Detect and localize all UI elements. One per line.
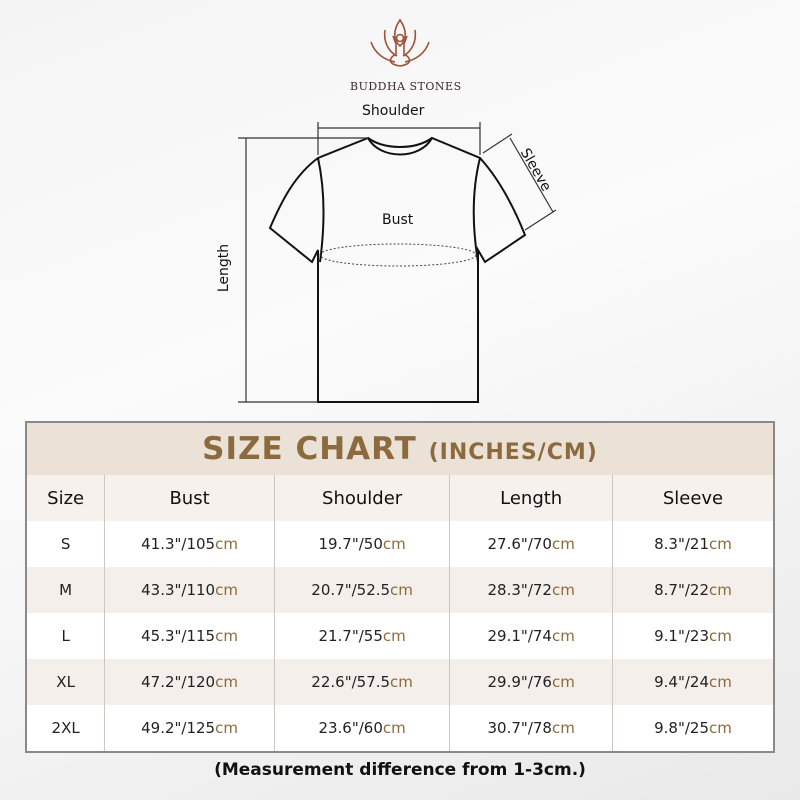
title-text: SIZE CHART xyxy=(202,431,417,467)
measurement-cell: 9.8"/25cm xyxy=(611,705,774,752)
unit: cm xyxy=(551,627,575,645)
brand-name: BUDDHA STONES xyxy=(350,80,462,93)
table-row: M 43.3"/110cm 20.7"/52.5cm 28.3"/72cm 8.7"/2… xyxy=(26,567,774,613)
unit: cm xyxy=(551,673,575,691)
measurement-cell: 21.7"/55cm xyxy=(273,613,450,659)
value: 45.3"/115 xyxy=(141,627,216,645)
column-header: Bust xyxy=(104,475,275,521)
unit: cm xyxy=(382,719,406,737)
brand-logo: BUDDHA STONES xyxy=(350,16,462,93)
measurement-cell: 8.3"/21cm xyxy=(611,521,774,567)
size-chart-title: SIZE CHART (INCHES/CM) xyxy=(26,422,774,475)
unit: cm xyxy=(215,627,238,645)
unit: cm xyxy=(215,535,238,553)
unit: cm xyxy=(382,535,406,553)
value: 29.1"/74 xyxy=(487,627,552,645)
value: 28.3"/72 xyxy=(487,581,552,599)
measurement-cell: 41.3"/105cm xyxy=(104,521,275,567)
shoulder-label: Shoulder xyxy=(362,103,425,119)
measurement-cell: 29.9"/76cm xyxy=(449,659,613,705)
unit: cm xyxy=(390,673,413,691)
table-row: L 45.3"/115cm 21.7"/55cm 29.1"/74cm 9.1"/23c… xyxy=(26,613,774,659)
value: 9.4"/24 xyxy=(654,673,709,691)
tshirt-diagram xyxy=(238,122,557,403)
value: 21.7"/55 xyxy=(318,627,383,645)
value: 9.1"/23 xyxy=(654,627,709,645)
value: 30.7"/78 xyxy=(487,719,552,737)
column-header: Length xyxy=(449,475,613,521)
measurement-cell: 22.6"/57.5cm xyxy=(273,659,450,705)
value: 27.6"/70 xyxy=(487,535,552,553)
measurement-cell: 49.2"/125cm xyxy=(104,705,275,752)
unit: cm xyxy=(551,719,575,737)
measurement-cell: 27.6"/70cm xyxy=(449,521,613,567)
measurement-cell: 47.2"/120cm xyxy=(104,659,275,705)
unit: cm xyxy=(709,627,732,645)
column-header: Shoulder xyxy=(273,475,450,521)
unit: cm xyxy=(709,535,732,553)
measurement-note: (Measurement difference from 1-3cm.) xyxy=(214,760,586,780)
value: 8.3"/21 xyxy=(654,535,709,553)
value: 19.7"/50 xyxy=(318,535,383,553)
measurement-cell: 9.1"/23cm xyxy=(611,613,774,659)
unit: cm xyxy=(709,719,732,737)
measurement-cell: 28.3"/72cm xyxy=(449,567,613,613)
length-label: Length xyxy=(216,243,233,293)
value: 47.2"/120 xyxy=(141,673,216,691)
table-row: S 41.3"/105cm 19.7"/50cm 27.6"/70cm 8.3"/21c… xyxy=(26,521,774,567)
column-header: Size xyxy=(26,475,105,521)
measurement-cell: 43.3"/110cm xyxy=(104,567,275,613)
unit: cm xyxy=(709,581,732,599)
unit: cm xyxy=(390,581,413,599)
unit: cm xyxy=(551,535,575,553)
unit: cm xyxy=(551,581,575,599)
value: 20.7"/52.5 xyxy=(311,581,391,599)
size-cell: S xyxy=(60,535,71,553)
table-row: 2XL 49.2"/125cm 23.6"/60cm 30.7"/78cm 9.8"/2… xyxy=(26,705,774,752)
column-header: Sleeve xyxy=(611,475,774,521)
table-row: XL 47.2"/120cm 22.6"/57.5cm 29.9"/76cm 9.4"/… xyxy=(26,659,774,705)
unit: cm xyxy=(215,673,238,691)
value: 49.2"/125 xyxy=(141,719,216,737)
unit: cm xyxy=(382,627,406,645)
measurement-cell: 8.7"/22cm xyxy=(611,567,774,613)
title-units: (INCHES/CM) xyxy=(428,440,598,465)
value: 8.7"/22 xyxy=(654,581,709,599)
bust-label: Bust xyxy=(382,212,414,228)
value: 23.6"/60 xyxy=(318,719,383,737)
value: 43.3"/110 xyxy=(141,581,216,599)
header-row: Size Bust Shoulder Length Sleeve xyxy=(26,475,774,521)
value: 41.3"/105 xyxy=(141,535,216,553)
size-cell: M xyxy=(26,567,105,613)
unit: cm xyxy=(215,719,238,737)
size-cell: XL xyxy=(26,659,105,705)
unit: cm xyxy=(709,673,732,691)
measurement-cell: 19.7"/50cm xyxy=(273,521,450,567)
size-cell: 2XL xyxy=(51,719,80,737)
measurement-cell: 20.7"/52.5cm xyxy=(273,567,450,613)
measurement-cell: 29.1"/74cm xyxy=(449,613,613,659)
measurement-cell: 9.4"/24cm xyxy=(611,659,774,705)
measurement-cell: 23.6"/60cm xyxy=(273,705,450,752)
tshirt-outline xyxy=(268,136,527,403)
measurement-cell: 45.3"/115cm xyxy=(104,613,275,659)
unit: cm xyxy=(215,581,238,599)
size-chart-table: SIZE CHART (INCHES/CM) Size Bust Shoulde… xyxy=(25,421,775,753)
value: 29.9"/76 xyxy=(487,673,552,691)
measurement-cell: 30.7"/78cm xyxy=(449,705,613,752)
lotus-meditation-icon xyxy=(370,18,430,67)
value: 22.6"/57.5 xyxy=(311,673,391,691)
size-cell: L xyxy=(61,627,70,645)
value: 9.8"/25 xyxy=(654,719,709,737)
